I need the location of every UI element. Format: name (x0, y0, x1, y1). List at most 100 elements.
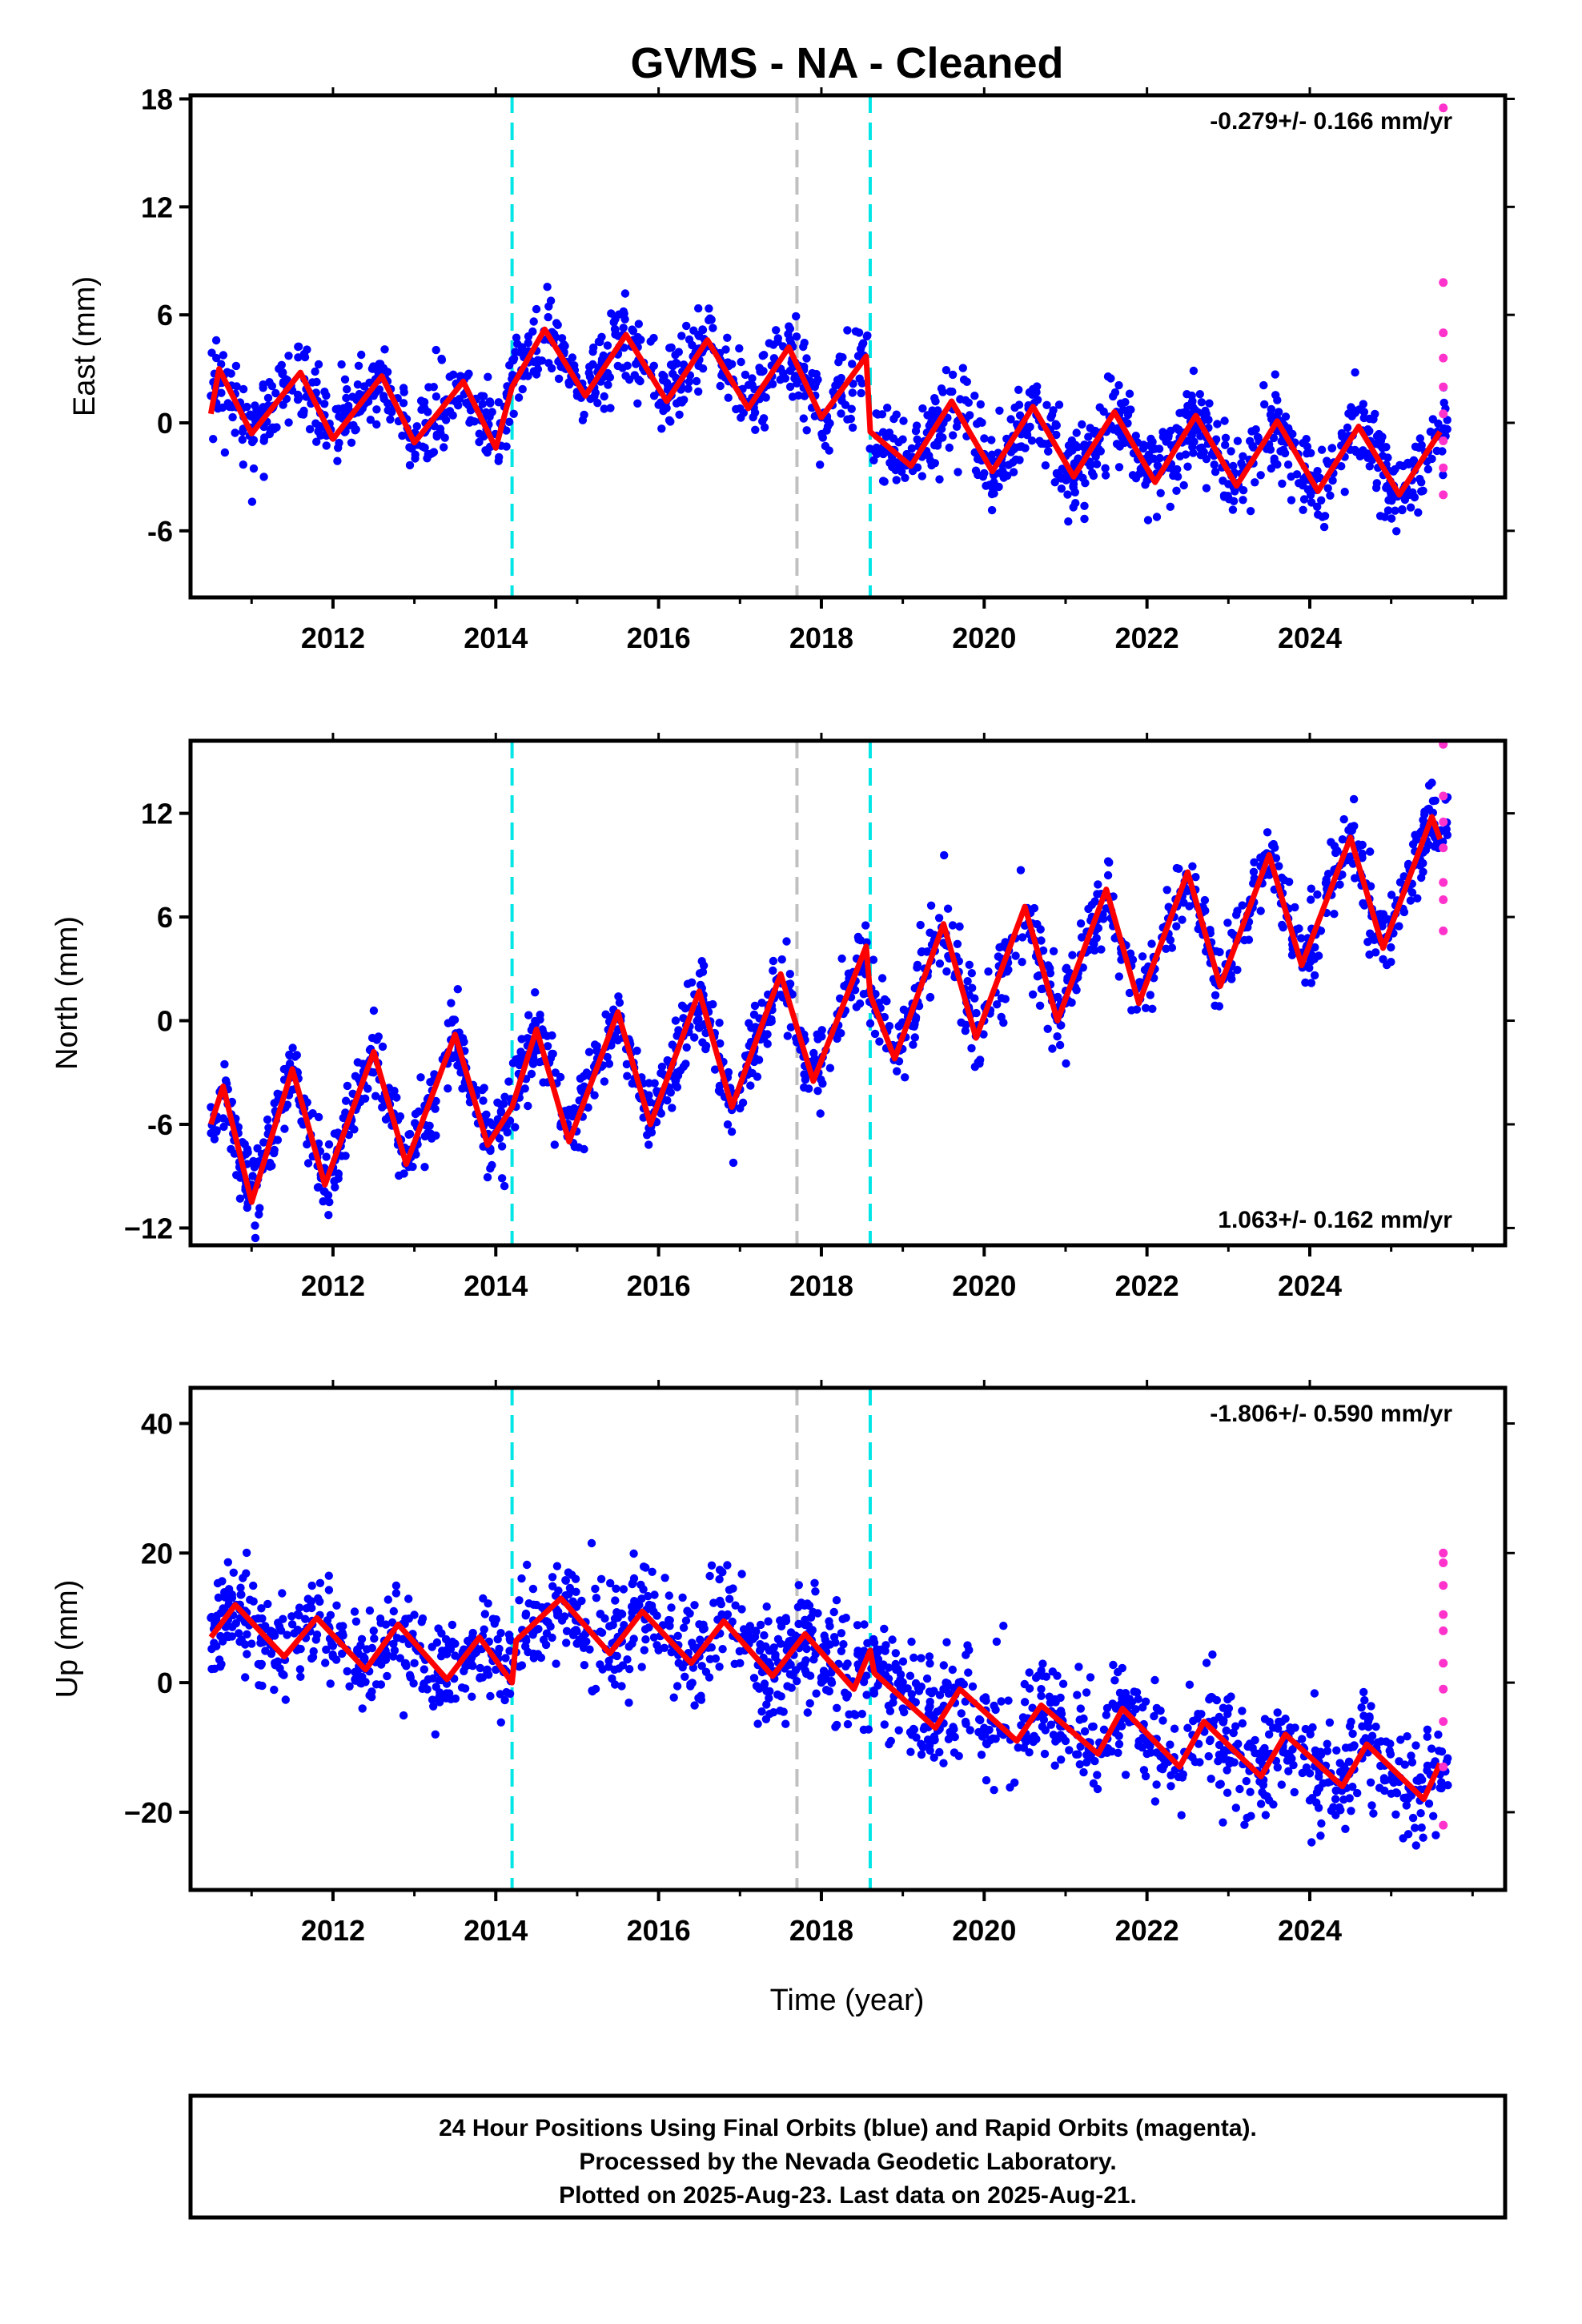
north-final-orbit-point (303, 1140, 311, 1149)
north-final-orbit-point (695, 969, 705, 978)
east-final-orbit-point (667, 343, 676, 352)
up-final-orbit-point (1208, 1650, 1217, 1659)
north-final-orbit-point (1097, 945, 1106, 954)
north-final-orbit-point (504, 1077, 513, 1086)
up-final-orbit-point (1344, 1757, 1354, 1766)
east-final-orbit-point (312, 377, 321, 387)
east-final-orbit-point (1443, 424, 1452, 434)
east-final-orbit-point (848, 388, 857, 397)
up-final-orbit-sample (1224, 1755, 1233, 1765)
east-final-orbit-point (275, 364, 283, 373)
east-final-orbit-point (883, 404, 892, 412)
up-final-orbit-point (639, 1562, 648, 1571)
north-rate-label: 1.063+/- 0.162 mm/yr (1218, 1207, 1452, 1233)
east-final-orbit-point (1114, 380, 1123, 390)
north-final-orbit-point (716, 1088, 725, 1096)
east-final-orbit-point (892, 476, 901, 485)
up-final-orbit-point (472, 1648, 481, 1657)
footer-box: 24 Hour Positions Using Final Orbits (bl… (188, 2093, 1508, 2220)
east-final-orbit-point (1267, 464, 1276, 473)
up-final-orbit-point (1298, 1735, 1307, 1743)
up-final-orbit-point (810, 1578, 819, 1588)
east-final-orbit-point (1259, 380, 1268, 390)
north-final-orbit-point (837, 1029, 845, 1038)
up-final-orbit-point (914, 1687, 924, 1695)
up-final-orbit-point (1434, 1730, 1443, 1739)
up-final-orbit-point (486, 1691, 495, 1701)
east-final-orbit-point (899, 416, 908, 425)
east-final-orbit-point (888, 462, 897, 472)
up-final-orbit-point (623, 1655, 632, 1664)
north-final-orbit-point (948, 921, 958, 930)
up-final-orbit-point (243, 1630, 251, 1639)
up-final-orbit-point (930, 1732, 939, 1741)
north-final-orbit-point (865, 1019, 875, 1028)
north-final-orbit-point (341, 1108, 350, 1117)
up-final-orbit-point (1134, 1741, 1143, 1750)
east-final-orbit-point (335, 438, 343, 448)
north-final-orbit-point (962, 1020, 970, 1030)
up-final-orbit-point (873, 1648, 882, 1657)
north-final-orbit-point (270, 1099, 279, 1108)
north-final-orbit-point (556, 1072, 565, 1082)
east-final-orbit-point (340, 375, 350, 384)
north-final-orbit-point (1125, 988, 1134, 998)
north-final-orbit-point (1178, 915, 1186, 924)
up-final-orbit-point (924, 1704, 934, 1713)
up-final-orbit-point (649, 1633, 659, 1642)
east-final-orbit-point (958, 364, 968, 372)
east-final-orbit-point (913, 435, 921, 444)
up-final-orbit-point (468, 1692, 476, 1701)
up-final-orbit-point (515, 1663, 524, 1671)
east-final-orbit-point (879, 449, 888, 459)
east-final-orbit-point (988, 489, 997, 497)
up-final-orbit-sample (287, 1620, 297, 1629)
north-final-orbit-point (901, 1073, 909, 1082)
north-final-orbit-point (817, 1032, 826, 1041)
north-x-tick-label: 2014 (464, 1269, 528, 1302)
up-final-orbit-point (942, 1679, 950, 1687)
up-final-orbit-point (216, 1631, 225, 1641)
up-final-orbit-point (957, 1677, 966, 1687)
up-final-orbit-point (521, 1609, 531, 1618)
east-final-orbit-point (1439, 398, 1448, 408)
up-final-orbit-point (1291, 1723, 1299, 1732)
up-final-orbit-point (805, 1699, 814, 1708)
east-rapid-orbit-point (1439, 463, 1448, 472)
up-final-orbit-point (345, 1682, 354, 1691)
up-final-orbit-point (435, 1675, 444, 1685)
north-final-orbit-point (235, 1194, 245, 1203)
north-final-orbit-point (723, 1120, 733, 1129)
up-final-orbit-point (353, 1645, 362, 1654)
east-final-orbit-point (1064, 441, 1074, 450)
up-final-orbit-sample (1020, 1698, 1030, 1707)
north-final-orbit-point (671, 1016, 681, 1025)
east-final-orbit-point (294, 342, 303, 351)
east-x-tick-label: 2012 (301, 621, 365, 654)
up-final-orbit-point (705, 1571, 714, 1581)
up-final-orbit-point (1222, 1726, 1231, 1735)
east-final-orbit-point (907, 444, 917, 453)
east-final-orbit-point (913, 463, 922, 472)
east-final-orbit-point (926, 456, 935, 465)
east-final-orbit-point (528, 327, 537, 336)
up-final-orbit-point (387, 1618, 397, 1627)
up-final-orbit-point (358, 1704, 367, 1713)
up-final-orbit-point (1319, 1779, 1327, 1787)
up-final-orbit-point (1437, 1747, 1447, 1756)
east-y-tick-label: 6 (157, 299, 173, 332)
up-final-orbit-point (1191, 1757, 1200, 1767)
east-final-orbit-point (1239, 486, 1248, 495)
east-plot-frame (188, 93, 1508, 600)
north-final-orbit-point (1037, 936, 1046, 945)
east-final-orbit-point (322, 391, 331, 400)
up-rapid-orbit-point (1439, 1659, 1448, 1668)
north-final-orbit-point (1399, 907, 1409, 917)
east-final-orbit-point (1166, 502, 1175, 511)
up-final-orbit-point (1314, 1803, 1323, 1812)
north-final-orbit-point (994, 952, 1003, 961)
up-y-tick-label: 40 (141, 1407, 173, 1440)
east-final-orbit-point (1179, 480, 1188, 490)
north-y-tick-label: 12 (141, 798, 173, 830)
east-final-orbit-point (1337, 462, 1346, 471)
